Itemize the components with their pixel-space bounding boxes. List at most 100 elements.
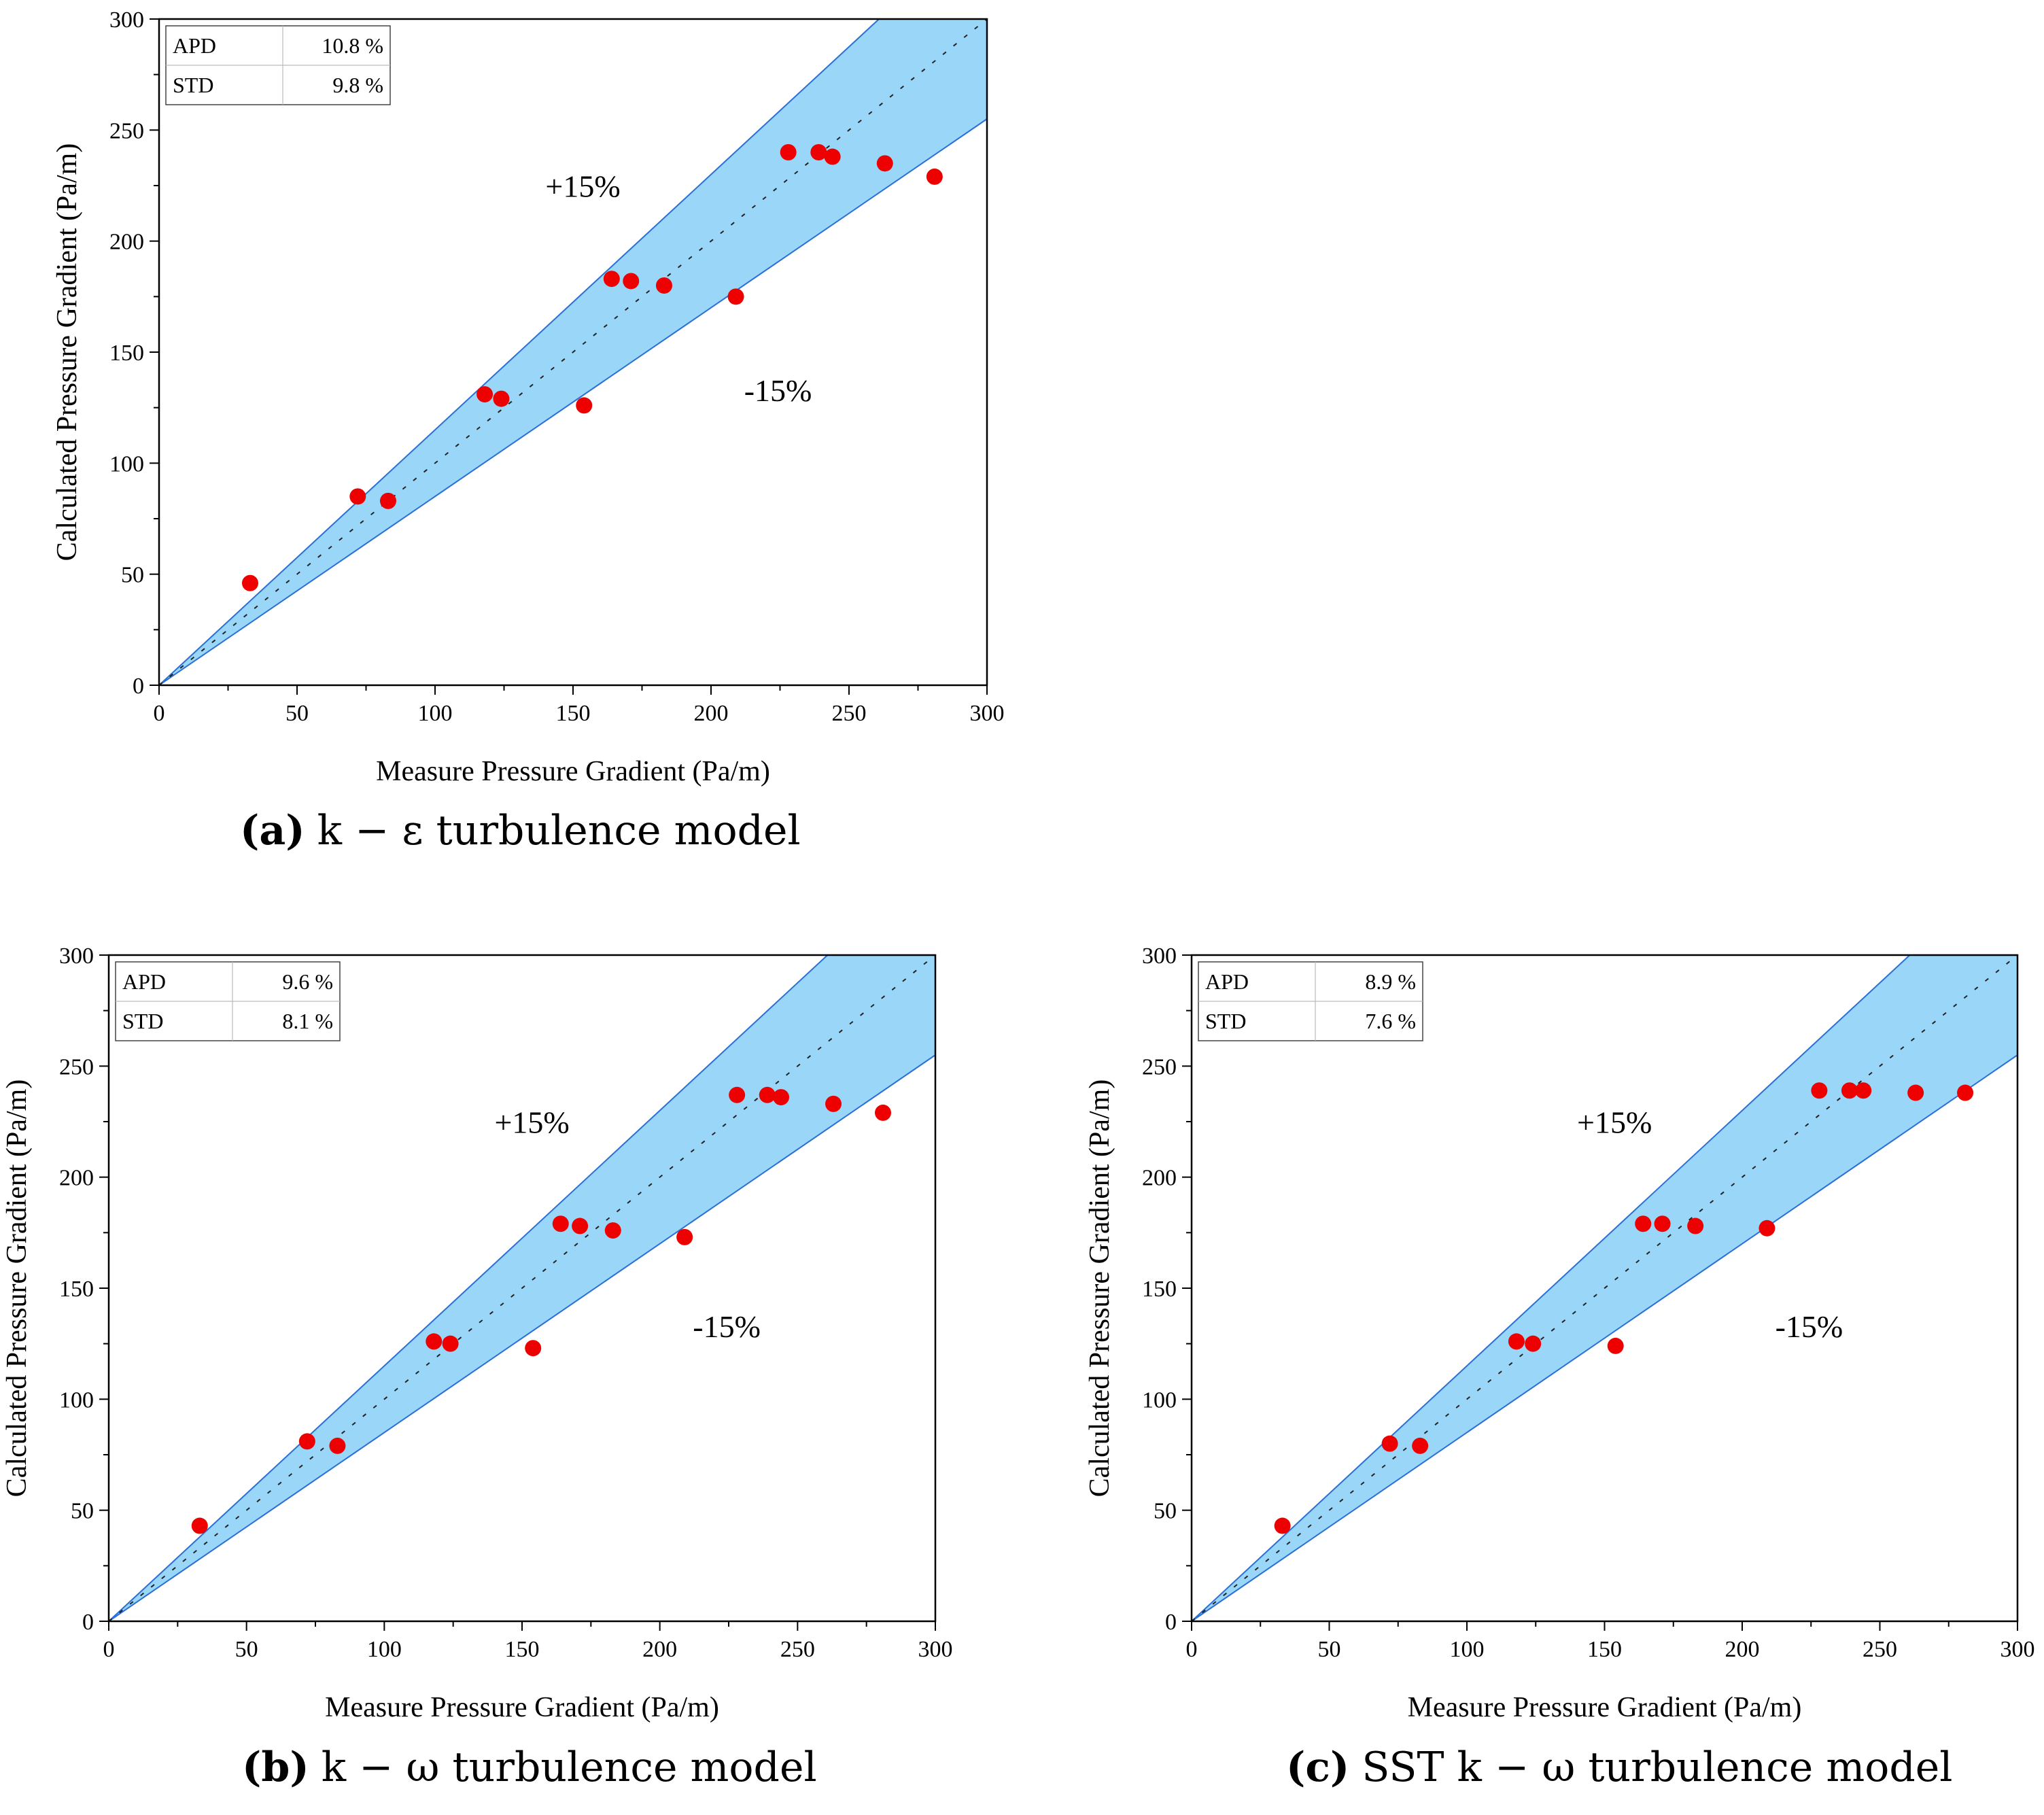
data-point <box>477 386 493 403</box>
stat-value-apd: 10.8 % <box>322 33 383 58</box>
y-tick-label: 100 <box>109 451 144 477</box>
data-point <box>552 1215 569 1232</box>
x-axis-label: Measure Pressure Gradient (Pa/m) <box>325 1692 719 1723</box>
y-tick-label: 200 <box>1142 1166 1177 1191</box>
data-point <box>759 1086 776 1103</box>
data-point <box>604 1222 621 1239</box>
x-tick-label: 300 <box>918 1637 953 1662</box>
data-point <box>1654 1215 1671 1232</box>
data-point <box>824 148 841 165</box>
panel-c: 0 50 100 150 200 250 300 0 50 100 150 200 250 300 Meas… <box>1084 944 2035 1791</box>
lower-band-label: -15% <box>693 1309 761 1344</box>
data-point <box>298 1433 315 1450</box>
x-tick-label: 200 <box>1725 1637 1760 1662</box>
upper-band-label: +15% <box>494 1105 569 1139</box>
y-tick-label: 0 <box>1165 1610 1177 1635</box>
x-tick-label: 300 <box>2000 1637 2035 1662</box>
stat-value-std: 8.1 % <box>282 1009 333 1033</box>
data-point <box>810 144 827 160</box>
stat-name-std: STD <box>173 73 213 97</box>
y-tick-label: 200 <box>109 230 144 255</box>
panel-caption: (c) SST k − ω turbulence model <box>1286 1744 1952 1791</box>
y-tick-label: 300 <box>1142 944 1177 969</box>
stat-name-apd: APD <box>173 33 216 58</box>
y-tick-label: 100 <box>1142 1387 1177 1413</box>
y-tick-label: 150 <box>109 341 144 366</box>
data-point <box>623 273 640 290</box>
data-point <box>876 155 893 172</box>
diagonal-line <box>108 954 936 1622</box>
data-point <box>1412 1437 1429 1454</box>
data-point <box>676 1228 693 1245</box>
data-point <box>572 1217 589 1234</box>
y-axis-label: Calculated Pressure Gradient (Pa/m) <box>1084 1079 1115 1498</box>
y-tick-label: 50 <box>121 563 144 588</box>
stat-name-std: STD <box>1205 1009 1246 1033</box>
panel-b: 0 50 100 150 200 250 300 0 50 100 150 200 250 300 Meas… <box>1 944 953 1791</box>
upper-band-label: +15% <box>1577 1105 1652 1139</box>
data-point <box>1957 1084 1974 1101</box>
data-point <box>241 574 258 591</box>
y-tick-label: 150 <box>1142 1277 1177 1302</box>
data-point <box>1381 1435 1398 1452</box>
stat-value-std: 9.8 % <box>332 73 383 97</box>
data-point <box>442 1335 459 1352</box>
data-point <box>1525 1335 1542 1352</box>
data-point <box>655 277 672 294</box>
data-point <box>773 1089 790 1106</box>
caption-model: k − ω turbulence model <box>322 1744 817 1791</box>
diagonal-line <box>158 18 988 686</box>
x-tick-label: 0 <box>1186 1637 1198 1662</box>
diagonal-line <box>1191 954 2018 1622</box>
lower-band-label: -15% <box>1775 1309 1843 1344</box>
x-tick-label: 100 <box>367 1637 402 1662</box>
x-tick-label: 50 <box>235 1637 258 1662</box>
x-tick-label: 250 <box>1863 1637 1897 1662</box>
data-point <box>426 1333 443 1350</box>
caption-letter: (b) <box>242 1744 309 1791</box>
stats-table: APD 9.6 % STD 8.1 % <box>115 961 341 1041</box>
stats-table: APD 10.8 % STD 9.8 % <box>165 25 391 105</box>
y-tick-label: 250 <box>1142 1054 1177 1079</box>
x-tick-label: 200 <box>694 701 729 726</box>
data-point <box>493 390 510 407</box>
y-axis-label: Calculated Pressure Gradient (Pa/m) <box>1 1079 33 1498</box>
panel-caption: (a) k − ε turbulence model <box>240 807 801 854</box>
lower-band-label: -15% <box>744 373 812 408</box>
stat-name-std: STD <box>122 1009 163 1033</box>
data-point <box>525 1340 542 1357</box>
y-tick-label: 0 <box>82 1610 94 1635</box>
data-point <box>349 488 366 505</box>
x-tick-label: 50 <box>285 701 309 726</box>
data-point <box>874 1104 891 1121</box>
lower-bound-line <box>109 1054 935 1621</box>
stat-name-apd: APD <box>122 969 166 994</box>
data-point <box>1274 1517 1291 1534</box>
caption-letter: (a) <box>240 807 305 854</box>
data-point <box>329 1437 346 1454</box>
y-tick-label: 0 <box>133 674 144 699</box>
x-tick-label: 100 <box>1450 1637 1485 1662</box>
y-axis-label: Calculated Pressure Gradient (Pa/m) <box>52 143 83 561</box>
data-point <box>926 168 943 185</box>
upper-bound-line <box>109 955 829 1621</box>
stat-value-std: 7.6 % <box>1365 1009 1416 1033</box>
data-point <box>379 492 396 509</box>
x-tick-label: 150 <box>556 701 591 726</box>
x-tick-label: 200 <box>642 1637 677 1662</box>
x-tick-label: 250 <box>832 701 867 726</box>
data-point <box>1687 1217 1704 1234</box>
panel-a: 0 50 100 150 200 250 300 0 50 100 150 200 250 300 Meas… <box>52 7 1005 854</box>
data-point <box>729 1086 746 1103</box>
caption-model: SST k − ω turbulence model <box>1362 1744 1952 1791</box>
data-point <box>727 288 744 305</box>
data-point <box>191 1517 208 1534</box>
y-tick-label: 50 <box>71 1499 94 1524</box>
data-point <box>1811 1082 1828 1099</box>
y-tick-label: 200 <box>59 1166 94 1191</box>
data-point <box>780 144 797 160</box>
stat-value-apd: 8.9 % <box>1365 969 1416 994</box>
upper-band-label: +15% <box>545 169 620 203</box>
x-tick-label: 50 <box>1318 1637 1341 1662</box>
